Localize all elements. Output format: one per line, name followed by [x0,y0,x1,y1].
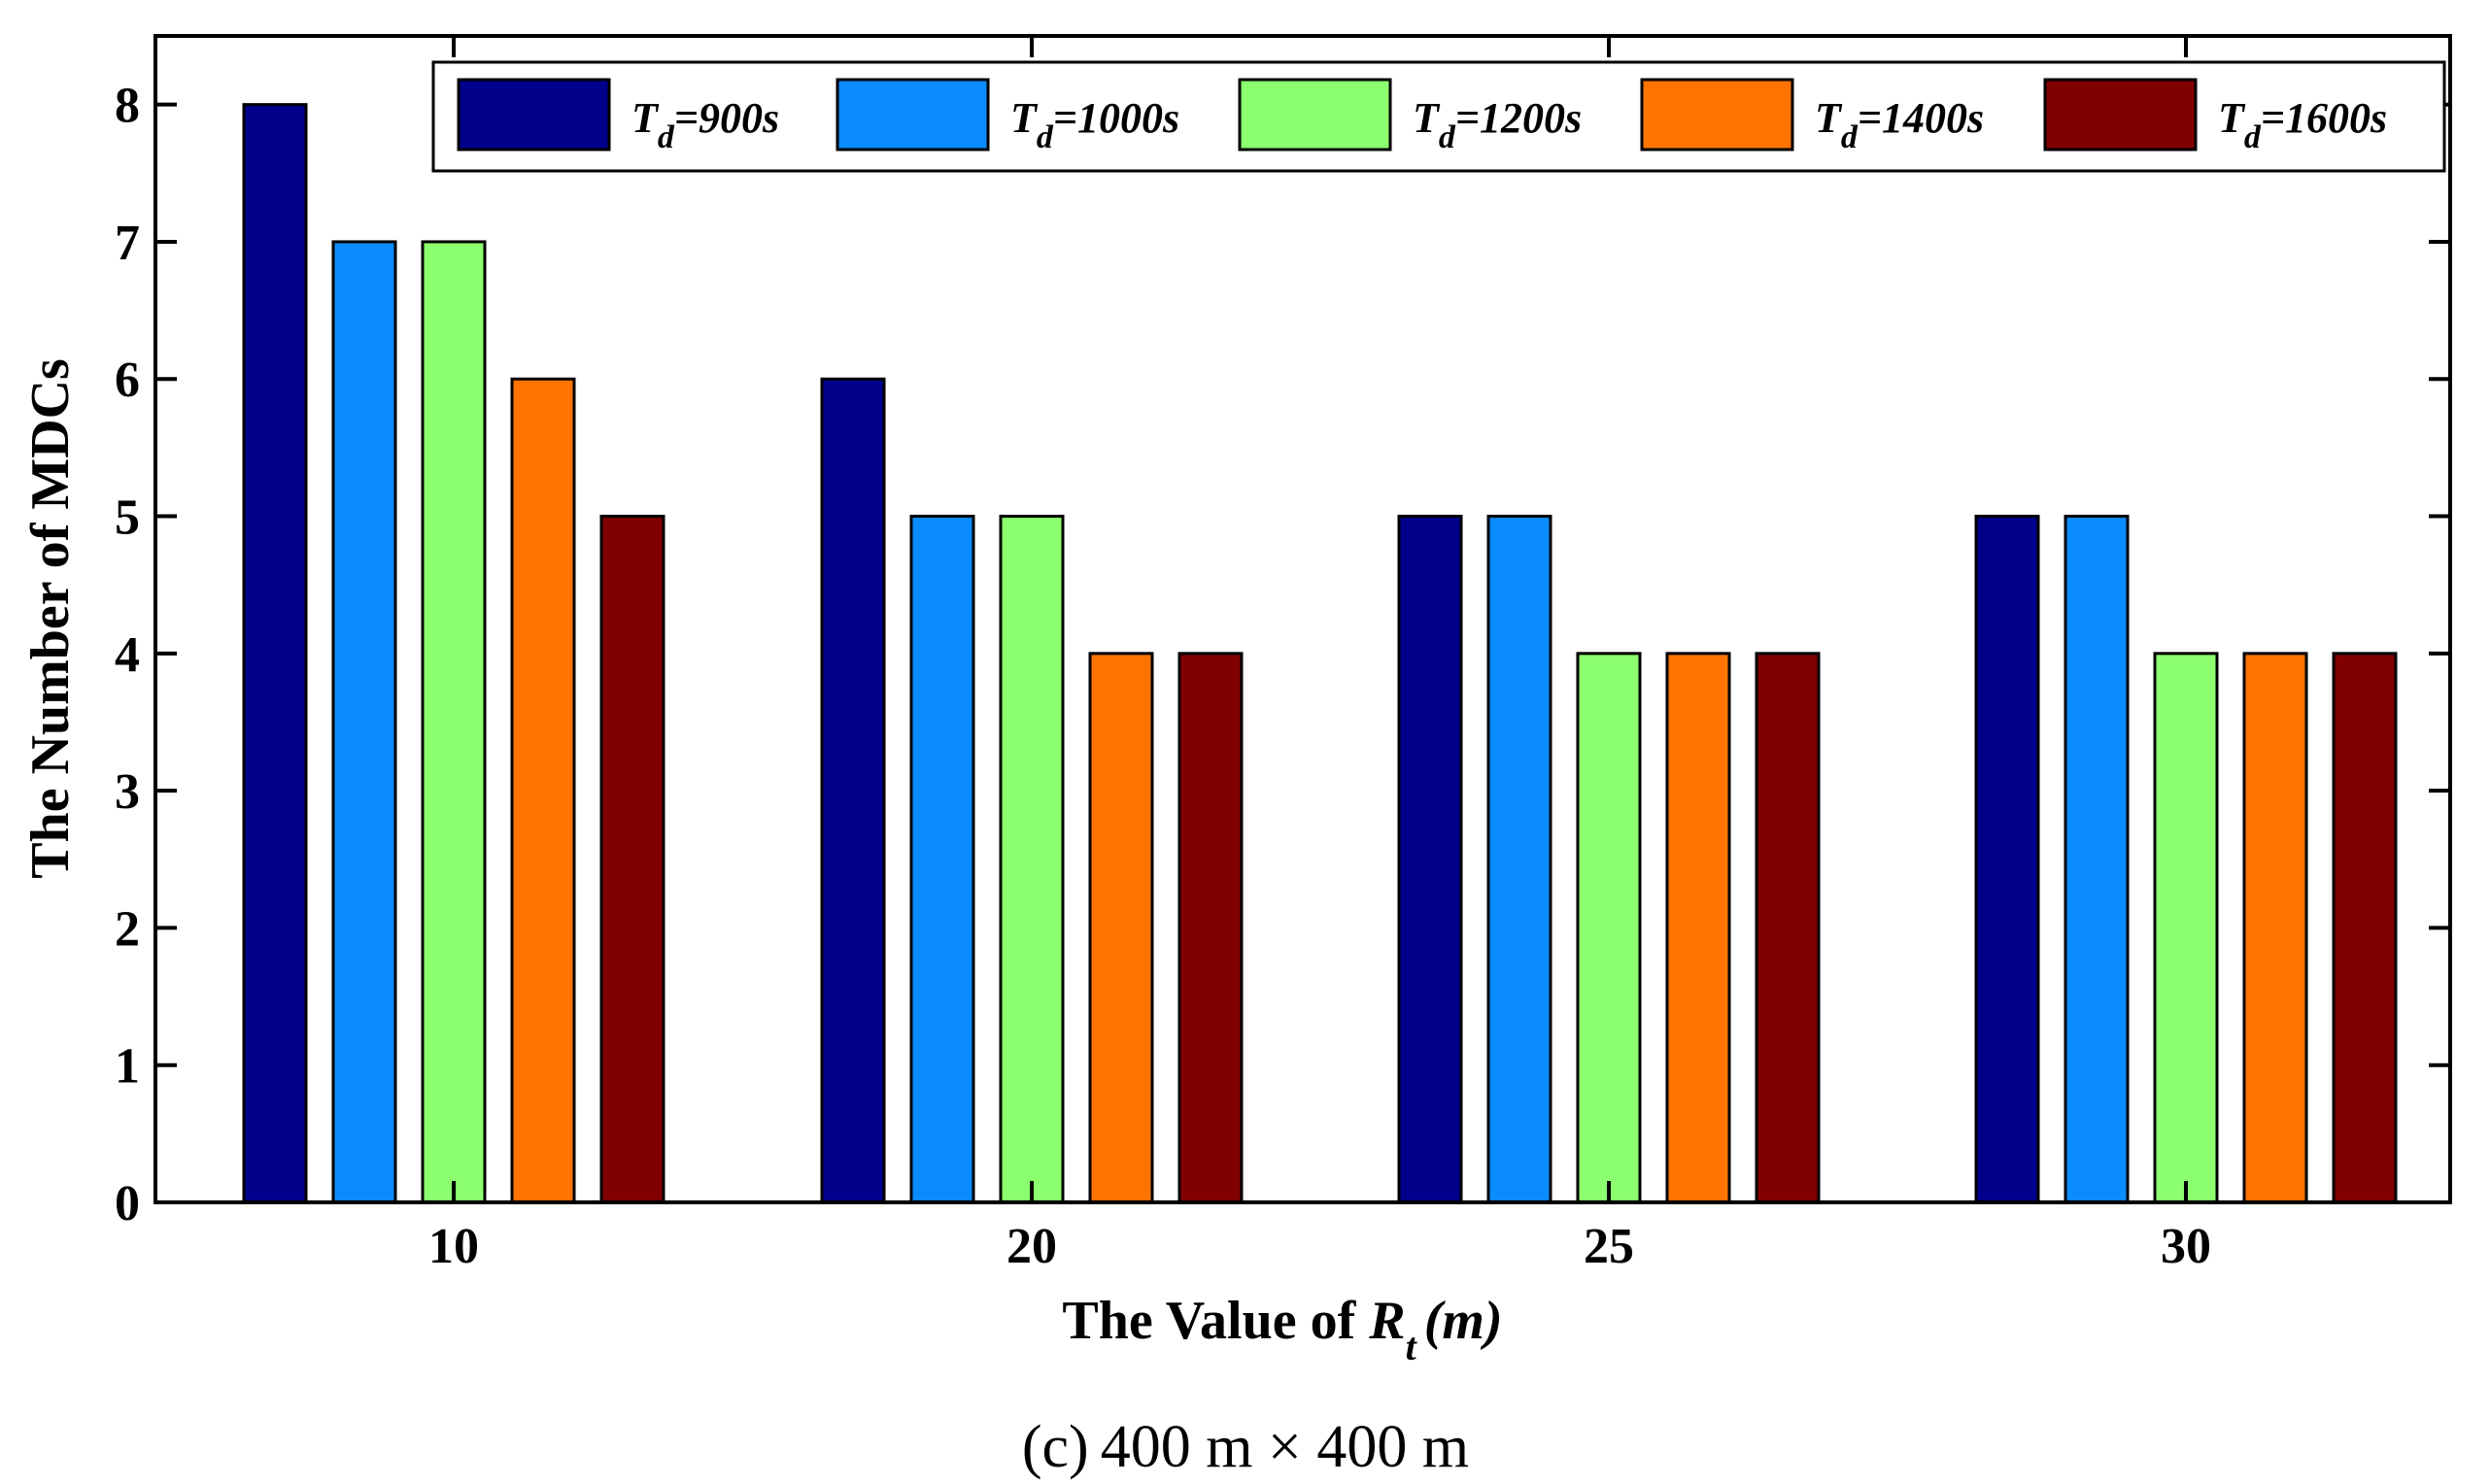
legend-entry-900s: Td=900s [631,94,779,155]
bar-1000s-25 [1486,515,1552,1204]
x-tick-label: 20 [1006,1219,1057,1274]
bar-1600s-20 [1177,652,1244,1204]
y-tick-label: 8 [115,79,140,134]
legend-swatch-1200s [1238,78,1392,152]
bar-1400s-20 [1088,652,1154,1204]
bar-900s-20 [820,377,886,1204]
legend-entry-1600s: Td=1600s [2218,94,2387,155]
figure-caption: (c) 400 m × 400 m [1022,1414,1469,1480]
legend-entry-1400s: Td=1400s [1815,94,1984,155]
x-tick-label: 25 [1584,1219,1634,1274]
y-tick-label: 7 [115,216,140,271]
legend-entry-1000s: Td=1000s [1010,94,1179,155]
x-axis-label-text: The Value of [1062,1291,1369,1351]
bar-900s-10 [242,103,308,1204]
bar-1200s-10 [421,240,487,1204]
bars-group [242,103,2398,1204]
x-axis-label-unit: (m) [1424,1291,1503,1351]
bar-1400s-30 [2242,652,2308,1204]
legend-swatch-900s [457,78,611,152]
y-tick-labels: 0 1 2 3 4 5 6 7 8 [115,79,140,1231]
legend-entry-1200s: Td=1200s [1413,94,1582,155]
x-tick-label: 10 [428,1219,479,1274]
bar-1000s-20 [909,515,975,1204]
bar-1600s-10 [599,515,665,1204]
bar-1000s-10 [331,240,397,1204]
bar-1600s-25 [1755,652,1821,1204]
bar-1400s-25 [1665,652,1731,1204]
figure-caption-label: (c) [1022,1414,1089,1480]
legend-swatch-1600s [2043,78,2198,152]
y-tick-label: 6 [115,353,140,408]
legend: Td=900s Td=1000s Td=1200s Td=1400s Td=1600s [431,60,2446,173]
bar-1200s-30 [2153,652,2219,1204]
plot-area-frame [153,34,2452,1204]
x-tick-labels: 10 20 25 30 [428,1219,2211,1274]
figure-caption-text: 400 m × 400 m [1101,1414,1469,1480]
x-axis-label-subscript: t [1406,1325,1418,1368]
bar-1200s-20 [999,515,1065,1204]
y-tick-label: 4 [115,627,140,683]
y-tick-label: 3 [115,764,140,820]
bar-1200s-25 [1576,652,1642,1204]
y-tick-label: 0 [115,1176,140,1231]
legend-swatch-1000s [836,78,990,152]
y-axis-label: The Number of MDCs [20,358,81,879]
x-tick-label: 30 [2161,1219,2211,1274]
x-axis-label-symbol: R [1368,1291,1405,1351]
bar-1600s-30 [2332,652,2398,1204]
x-axis-label: The Value of Rt (m) [1062,1291,1502,1368]
y-tick-label: 2 [115,901,140,957]
legend-swatch-1400s [1640,78,1794,152]
bar-1000s-30 [2064,515,2130,1204]
bar-900s-30 [1974,515,2040,1204]
y-tick-label: 5 [115,490,140,546]
bar-900s-25 [1397,515,1463,1204]
bar-1400s-10 [510,377,576,1204]
y-tick-label: 1 [115,1039,140,1095]
